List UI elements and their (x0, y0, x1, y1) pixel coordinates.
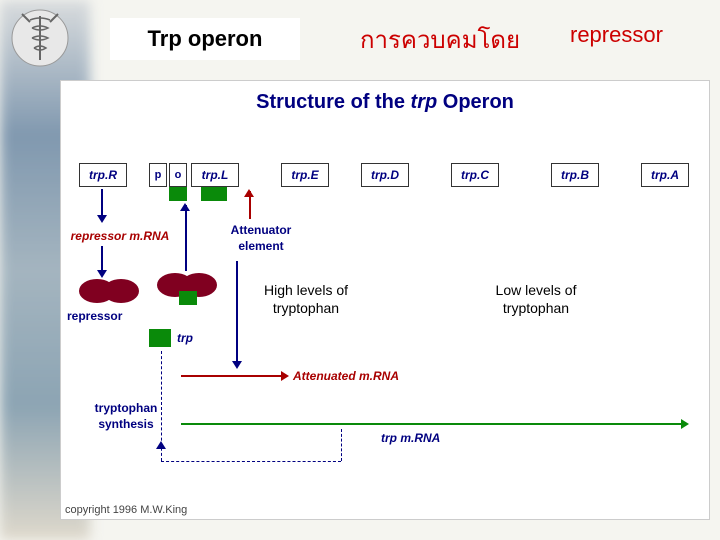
repressor-oval-2 (103, 279, 139, 303)
title-prefix: Structure of the (256, 91, 410, 113)
dash-v2 (341, 429, 342, 461)
trp-mrna-line (181, 423, 681, 425)
dash-arrowhead-up (156, 441, 166, 449)
gene-p: p (149, 163, 167, 187)
gene-trpA: trp.A (641, 163, 689, 187)
arrowhead-high (232, 361, 242, 369)
arrow-operator-up (185, 205, 187, 271)
attenuated-mrna-arrowhead (281, 371, 289, 381)
trp-mrna-arrowhead (681, 419, 689, 429)
subtitle-thai: การควบคมโดย (360, 20, 520, 59)
arrowhead-trpR (97, 215, 107, 223)
gene-trpB: trp.B (551, 163, 599, 187)
label-trp-mrna: trp m.RNA (381, 431, 440, 447)
attenuator-arrowhead (244, 189, 254, 197)
gene-trpR: trp.R (79, 163, 127, 187)
label-low-trp: Low levels of tryptophan (481, 281, 591, 317)
label-repressor: repressor (67, 309, 122, 325)
label-attenuator: Attenuator element (221, 223, 301, 254)
gene-trpL: trp.L (191, 163, 239, 187)
dash-h (161, 461, 341, 462)
gene-trpE: trp.E (281, 163, 329, 187)
title-box: Trp operon (110, 18, 300, 60)
gene-o: o (169, 163, 187, 187)
arrow-mrna-down (101, 246, 103, 270)
label-attenuated-mrna: Attenuated m.RNA (293, 369, 399, 385)
diagram-title: Structure of the trp Operon (256, 91, 514, 114)
green-block-o (169, 187, 187, 201)
title-italic: trp (411, 91, 438, 113)
label-repressor-mrna: repressor m.RNA (65, 229, 175, 245)
arrow-high-down (236, 261, 238, 361)
title-suffix: Operon (437, 91, 514, 113)
label-trp-synthesis: tryptophan synthesis (81, 401, 171, 432)
copyright-text: copyright 1996 M.W.King (65, 504, 187, 516)
gene-trpD: trp.D (361, 163, 409, 187)
caduceus-logo (10, 8, 70, 68)
arrowhead-mrna (97, 270, 107, 278)
label-high-trp: High levels of tryptophan (251, 281, 361, 317)
trp-green (149, 329, 171, 347)
arrow-trpR-down (101, 189, 103, 215)
gene-trpC: trp.C (451, 163, 499, 187)
green-block-repr (179, 291, 197, 305)
label-trp: trp (177, 331, 193, 347)
title-text: Trp operon (148, 26, 263, 52)
diagram-panel: Structure of the trp Operon trp.R p o tr… (60, 80, 710, 520)
arrowhead-operator-up (180, 203, 190, 211)
subtitle-repressor: repressor (570, 22, 663, 48)
attenuated-mrna-line (181, 375, 281, 377)
green-block-L (201, 187, 227, 201)
